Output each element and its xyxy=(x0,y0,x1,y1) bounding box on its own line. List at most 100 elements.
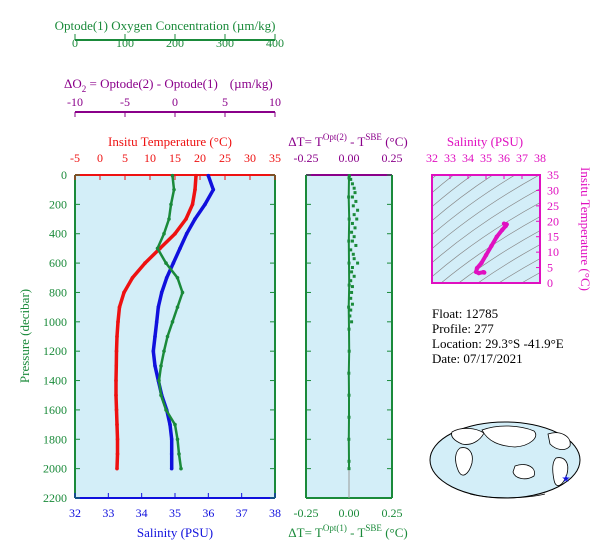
temperature-data-point xyxy=(143,261,147,265)
delta-t-top-part: - T xyxy=(347,134,366,149)
oxygen-data-point xyxy=(177,452,181,456)
temperature-data-point xyxy=(116,320,120,324)
salinity-data-point xyxy=(153,364,157,368)
ts-density-contour xyxy=(432,175,540,250)
map-continent-eurasia-west xyxy=(451,427,485,445)
delta-t-opt2-point xyxy=(353,191,357,195)
temperature-tick-label: 5 xyxy=(122,151,128,165)
delta-t-bottom-title: ΔT= TOpt(1) - TSBE (°C) xyxy=(288,523,407,540)
delta-t-opt1-point xyxy=(347,305,351,309)
oxygen-tick-label: 300 xyxy=(216,36,234,50)
profile-panel: Insitu Temperature (°C) -5 0 5 10 15 20 25 30 35… xyxy=(17,134,281,540)
pressure-tick-label: 200 xyxy=(49,197,67,211)
ts-data-point xyxy=(483,253,489,258)
salinity-data-point xyxy=(184,231,189,236)
pressure-tick-label: 1800 xyxy=(43,432,67,446)
map-continent-australia xyxy=(512,464,535,480)
pressure-tick-label: 1400 xyxy=(43,374,67,388)
delta-t-top-title: ΔT= TOpt(2) - TSBE (°C) xyxy=(288,132,407,149)
oxygen-axis: Optode(1) Oxygen Concentration (µm/kg) 0… xyxy=(55,18,284,50)
delta-o2-axis-title: ΔO2 = Optode(2) - Optode(1) (µm/kg) xyxy=(64,76,273,94)
ts-temperature-tick-label: 25 xyxy=(547,199,559,213)
delta-t-opt2-point xyxy=(348,314,352,318)
temperature-data-point xyxy=(115,437,120,442)
delta-t-opt2-point xyxy=(349,296,353,300)
delta-t-opt2-point xyxy=(352,235,356,239)
delta-t-panel: ΔT= TOpt(2) - TSBE (°C) -0.25-0.250.000.… xyxy=(288,132,407,540)
ts-data-point xyxy=(473,269,479,275)
oxygen-data-point xyxy=(162,349,166,353)
ts-data-point xyxy=(500,227,505,233)
salinity-tick-label: 35 xyxy=(169,506,181,520)
ts-data-point xyxy=(494,234,499,239)
temperature-tick-label: 15 xyxy=(169,151,181,165)
delta-t-opt2-point xyxy=(350,290,354,294)
ts-temperature-axis-title: Insitu Temperature (°C) xyxy=(578,167,593,291)
salinity-data-point xyxy=(211,187,216,192)
delta-t-top-part: ΔT= T xyxy=(288,134,323,149)
pressure-tick-label: 1600 xyxy=(43,403,67,417)
delta-t-opt2-point xyxy=(356,208,360,212)
delta-t-top-superscript: Opt(2) xyxy=(323,132,347,142)
delta-t-opt2-point xyxy=(350,182,354,186)
salinity-data-point xyxy=(178,246,182,251)
delta-t-top-tick-label: 0.00 xyxy=(339,151,360,165)
delta-t-opt2-point xyxy=(356,261,360,265)
ts-salinity-tick-label: 35 xyxy=(480,151,492,165)
delta-o2-tick-label: 10 xyxy=(269,95,281,109)
temperature-data-point xyxy=(173,231,177,236)
pressure-tick-label: 1200 xyxy=(43,344,67,358)
oxygen-data-point xyxy=(175,437,180,442)
delta-t-opt2-point xyxy=(350,320,354,324)
delta-t-opt1-point xyxy=(347,327,351,331)
pressure-tick-label: 2200 xyxy=(43,491,67,505)
map-continent-north-america xyxy=(547,432,571,450)
temperature-tick-label: 25 xyxy=(219,151,231,165)
oxygen-data-point xyxy=(175,275,180,280)
delta-t-opt2-point xyxy=(352,274,356,278)
ts-temperature-tick-label: 0 xyxy=(547,276,553,290)
salinity-data-point xyxy=(206,173,211,178)
temperature-data-point xyxy=(115,466,119,471)
pressure-axis-title: Pressure (decibar) xyxy=(17,289,32,383)
delta-t-bottom-part: - T xyxy=(347,525,366,540)
temperature-data-point xyxy=(114,378,118,383)
delta-o2-tick-label: -5 xyxy=(120,95,130,109)
salinity-data-point xyxy=(151,349,156,353)
delta-t-opt2-point xyxy=(350,285,354,289)
temperature-tick-label: 35 xyxy=(269,151,281,165)
delta-o2-axis: ΔO2 = Optode(2) - Optode(1) (µm/kg) -10 -5… xyxy=(64,76,281,117)
ts-salinity-tick-label: 38 xyxy=(534,151,546,165)
delta-t-opt2-point xyxy=(354,243,358,247)
oxygen-data-point xyxy=(164,408,168,412)
ts-data-point xyxy=(479,260,484,266)
delta-t-bottom-units: (°C) xyxy=(382,525,408,540)
salinity-data-point xyxy=(156,305,161,309)
salinity-tick-label: 38 xyxy=(269,506,281,520)
pressure-tick-label: 1000 xyxy=(43,315,67,329)
salinity-data-point xyxy=(193,217,197,221)
delta-t-opt2-point xyxy=(350,239,354,243)
profile-date: Date: 07/17/2021 xyxy=(432,351,523,366)
oxygen-data-point xyxy=(173,422,177,427)
salinity-data-point xyxy=(159,290,164,295)
oxygen-tick-label: 200 xyxy=(166,36,184,50)
delta-t-opt2-point xyxy=(352,186,356,190)
ts-temperature-tick-label: 5 xyxy=(547,261,553,275)
oxygen-data-point xyxy=(155,246,160,251)
ts-density-contour xyxy=(432,175,494,222)
pressure-tick-label: 2000 xyxy=(43,462,67,476)
oxygen-data-point xyxy=(170,173,175,178)
pressure-tick-label: 0 xyxy=(61,168,67,182)
delta-t-bottom-tick-label: 0.00 xyxy=(339,506,360,520)
salinity-tick-label: 34 xyxy=(136,506,148,520)
ts-data-point xyxy=(481,270,486,275)
world-map: ★ xyxy=(429,421,581,499)
oxygen-axis-title: Optode(1) Oxygen Concentration (µm/kg) xyxy=(55,18,276,33)
delta-t-bottom-superscript: Opt(1) xyxy=(323,523,347,533)
delta-t-opt2-point xyxy=(349,248,353,252)
oxygen-data-point xyxy=(170,320,175,324)
salinity-tick-label: 32 xyxy=(69,506,81,520)
ts-data-point xyxy=(501,221,507,226)
temperature-axis-title: Insitu Temperature (°C) xyxy=(108,134,232,149)
